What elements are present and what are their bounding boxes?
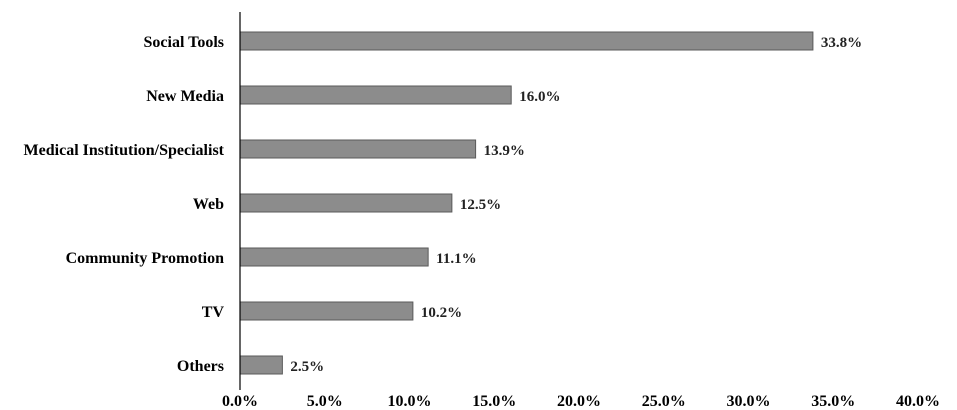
category-labels-layer: Social Tools New Media Medical Institution… xyxy=(24,34,225,375)
data-labels-layer: 33.8% 16.0% 13.9% 12.5% 11.1% 10.2% 2.5% xyxy=(290,35,862,375)
category-label: Social Tools xyxy=(144,34,224,51)
x-tick-label: 5.0% xyxy=(307,393,343,410)
data-label: 13.9% xyxy=(484,143,525,159)
data-label: 2.5% xyxy=(290,359,324,375)
bars-layer xyxy=(239,31,814,375)
category-label: TV xyxy=(202,304,225,321)
x-axis: 0.0% 5.0% 10.0% 15.0% 20.0% 25.0% 30.0% 35.0% 40… xyxy=(222,12,940,410)
x-tick-label: 0.0% xyxy=(222,393,258,410)
x-tick-label: 10.0% xyxy=(388,393,432,410)
bar xyxy=(239,355,283,375)
category-label: Web xyxy=(193,196,224,213)
x-tick-label: 35.0% xyxy=(811,393,855,410)
data-label: 16.0% xyxy=(519,89,560,105)
x-tick-label: 25.0% xyxy=(642,393,686,410)
data-label: 10.2% xyxy=(421,305,462,321)
data-label: 11.1% xyxy=(436,251,476,267)
x-tick-label: 20.0% xyxy=(557,393,601,410)
x-tick-label: 15.0% xyxy=(472,393,516,410)
bar xyxy=(239,301,414,321)
category-label: Others xyxy=(177,358,224,375)
bar xyxy=(239,193,453,213)
category-label: Community Promotion xyxy=(66,250,224,267)
data-label: 33.8% xyxy=(821,35,862,51)
category-label: Medical Institution/Specialist xyxy=(24,142,225,159)
bar xyxy=(239,247,429,267)
bar xyxy=(239,31,814,51)
bar xyxy=(239,139,477,159)
category-label: New Media xyxy=(146,88,224,105)
x-tick-label: 40.0% xyxy=(896,393,940,410)
bar xyxy=(239,85,512,105)
x-tick-label: 30.0% xyxy=(727,393,771,410)
data-label: 12.5% xyxy=(460,197,501,213)
